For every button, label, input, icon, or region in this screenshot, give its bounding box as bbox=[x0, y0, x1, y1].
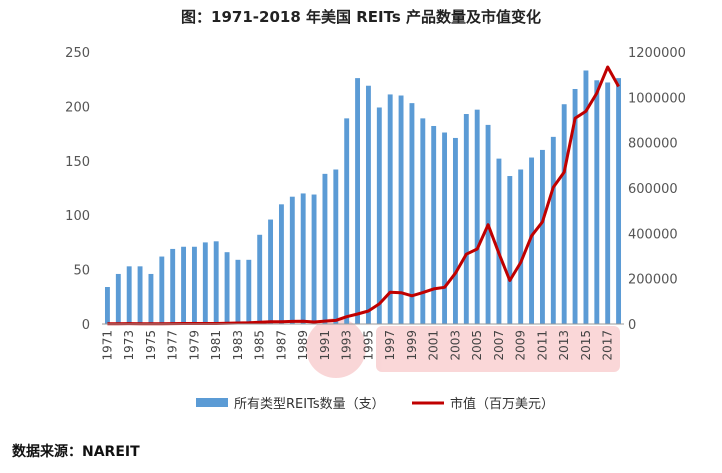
bar bbox=[529, 157, 535, 324]
watermark-band bbox=[376, 326, 620, 372]
y-left-tick-label: 200 bbox=[65, 100, 90, 115]
bar bbox=[148, 273, 154, 324]
legend-bar-label: 所有类型REITs数量（支） bbox=[234, 397, 385, 412]
x-tick-label: 2017 bbox=[601, 330, 615, 361]
bar bbox=[550, 136, 556, 324]
x-tick-label: 1981 bbox=[209, 330, 223, 361]
bar bbox=[170, 248, 176, 324]
bar bbox=[257, 234, 263, 324]
bar bbox=[474, 109, 480, 324]
bar bbox=[104, 287, 110, 324]
x-tick-label: 1993 bbox=[340, 330, 354, 361]
bar bbox=[137, 266, 143, 324]
source-label: 数据来源：NAREIT bbox=[12, 444, 140, 460]
bar bbox=[376, 107, 382, 324]
x-tick-label: 1971 bbox=[100, 330, 114, 361]
bar bbox=[126, 266, 132, 324]
y-left-tick-label: 50 bbox=[73, 264, 90, 279]
bar bbox=[365, 85, 371, 324]
x-tick-label: 1975 bbox=[144, 330, 158, 361]
bar bbox=[213, 241, 219, 324]
watermark-circle bbox=[306, 318, 366, 378]
legend-bar-swatch bbox=[196, 398, 228, 407]
x-tick-label: 1997 bbox=[383, 330, 397, 361]
y-left-tick-label: 250 bbox=[65, 46, 90, 61]
x-tick-label: 2009 bbox=[514, 330, 528, 361]
bar bbox=[616, 78, 622, 324]
y-left-tick-label: 100 bbox=[65, 209, 90, 224]
x-tick-label: 2015 bbox=[579, 330, 593, 361]
bar bbox=[583, 70, 589, 324]
bar bbox=[463, 114, 469, 325]
x-tick-label: 1989 bbox=[296, 330, 310, 361]
y-right-tick-label: 800000 bbox=[628, 137, 678, 152]
bar bbox=[539, 149, 545, 324]
bar bbox=[496, 158, 502, 324]
bar bbox=[322, 173, 328, 324]
chart-title: 图：1971-2018 年美国 REITs 产品数量及市值变化 bbox=[181, 8, 541, 26]
bar bbox=[300, 193, 306, 324]
y-right-tick-label: 1000000 bbox=[628, 91, 686, 106]
y-right-tick-label: 1200000 bbox=[628, 46, 686, 61]
bar bbox=[181, 246, 187, 324]
bar bbox=[289, 196, 295, 324]
x-tick-label: 1973 bbox=[122, 330, 136, 361]
bar bbox=[355, 78, 361, 324]
watermark-logo bbox=[306, 318, 620, 378]
x-tick-label: 1995 bbox=[361, 330, 375, 361]
bar bbox=[235, 259, 241, 324]
bar bbox=[431, 125, 437, 324]
bar-series bbox=[104, 70, 622, 325]
y-left-tick-label: 150 bbox=[65, 155, 90, 170]
bar bbox=[115, 273, 121, 324]
bar bbox=[572, 88, 578, 324]
bar bbox=[409, 103, 415, 324]
bar bbox=[224, 252, 230, 324]
bar bbox=[387, 94, 393, 324]
bar bbox=[344, 118, 350, 324]
bar bbox=[452, 137, 458, 324]
y-right-tick-label: 400000 bbox=[628, 227, 678, 242]
bar bbox=[594, 80, 600, 325]
bar bbox=[518, 169, 524, 324]
x-tick-label: 1977 bbox=[166, 330, 180, 361]
x-tick-label: 1999 bbox=[405, 330, 419, 361]
bar bbox=[442, 132, 448, 324]
x-tick-label: 2005 bbox=[470, 330, 484, 361]
x-tick-label: 2001 bbox=[427, 330, 441, 361]
x-tick-label: 1985 bbox=[253, 330, 267, 361]
y-right-tick-label: 0 bbox=[628, 318, 636, 333]
bar bbox=[420, 118, 426, 324]
legend: 所有类型REITs数量（支） 市值（百万美元） bbox=[196, 396, 554, 412]
legend-line-label: 市值（百万美元） bbox=[450, 396, 554, 412]
x-tick-label: 1979 bbox=[187, 330, 201, 361]
x-tick-label: 2003 bbox=[448, 330, 462, 361]
bar bbox=[333, 169, 339, 324]
bar bbox=[398, 95, 404, 325]
bar bbox=[268, 219, 274, 324]
y-left-tick-label: 0 bbox=[82, 318, 90, 333]
axes: 0 50 100 150 200 250 0 200000 400000 600000 800000… bbox=[65, 46, 686, 361]
x-tick-label: 1983 bbox=[231, 330, 245, 361]
x-tick-label: 2013 bbox=[557, 330, 571, 361]
x-tick-label: 2007 bbox=[492, 330, 506, 361]
bar bbox=[605, 82, 611, 325]
x-tick-label: 1987 bbox=[274, 330, 288, 361]
bar bbox=[561, 104, 567, 324]
bar bbox=[246, 259, 252, 324]
bar bbox=[507, 176, 513, 324]
bar bbox=[191, 246, 197, 324]
bar bbox=[159, 256, 165, 324]
x-tick-label: 1991 bbox=[318, 330, 332, 361]
bar bbox=[202, 242, 208, 324]
y-right-tick-label: 600000 bbox=[628, 182, 678, 197]
y-right-tick-label: 200000 bbox=[628, 273, 678, 288]
x-tick-label: 2011 bbox=[535, 330, 549, 361]
bar bbox=[311, 194, 317, 324]
bar bbox=[278, 204, 284, 324]
